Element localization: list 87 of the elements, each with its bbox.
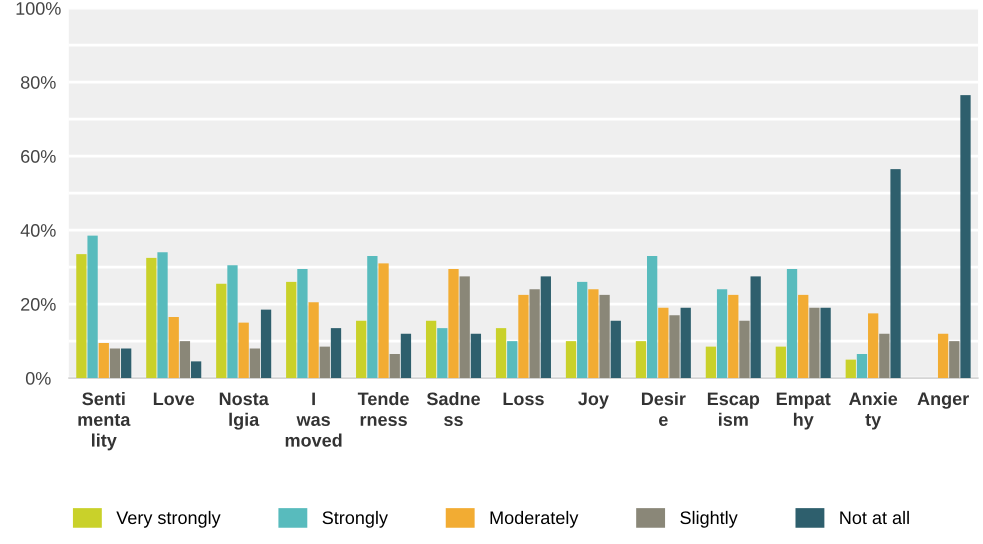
- bar: [320, 346, 330, 378]
- y-tick-label: 100%: [16, 2, 61, 15]
- legend-label: Slightly: [680, 510, 738, 528]
- bar: [706, 346, 716, 378]
- bar: [400, 334, 412, 378]
- x-tick-label: I was moved: [286, 392, 342, 447]
- bar: [378, 263, 389, 378]
- x-tick-label: Anger: [917, 392, 969, 409]
- y-tick-label: 0%: [26, 372, 51, 385]
- bar: [238, 322, 249, 378]
- bar: [367, 256, 378, 378]
- bar: [308, 302, 319, 378]
- x-tick-label: Joy: [578, 392, 609, 409]
- bar: [286, 282, 296, 378]
- y-tick-label: 80%: [20, 76, 56, 89]
- x-tick-label: Escap ism: [708, 392, 760, 426]
- bar: [680, 308, 691, 378]
- bar: [669, 315, 680, 378]
- bar: [879, 334, 890, 378]
- bar: [356, 320, 366, 378]
- bar: [470, 334, 482, 378]
- bar: [960, 95, 971, 378]
- bar: [776, 346, 786, 378]
- bar: [890, 169, 901, 378]
- y-tick-label: 40%: [20, 224, 56, 237]
- bar: [658, 308, 668, 378]
- bar: [98, 342, 109, 378]
- bar: [868, 313, 878, 378]
- bar: [798, 294, 808, 378]
- legend-label: Strongly: [322, 510, 388, 528]
- bar: [610, 320, 621, 378]
- bar: [87, 236, 98, 378]
- x-tick-label: Nosta lgia: [220, 392, 269, 430]
- bar: [739, 320, 750, 378]
- bar: [426, 320, 436, 378]
- bar: [297, 268, 308, 378]
- x-tick-label: Anxie ty: [849, 392, 898, 430]
- legend-label: Very strongly: [116, 510, 221, 528]
- x-tick-label: Senti menta lity: [78, 392, 130, 450]
- bar: [728, 294, 738, 378]
- x-tick-label: Empat hy: [776, 392, 831, 430]
- bar: [529, 289, 540, 378]
- bar: [588, 289, 599, 378]
- bar: [507, 341, 518, 378]
- bar: [577, 282, 588, 378]
- bar: [76, 254, 87, 378]
- bar: [518, 294, 529, 378]
- y-tick-label: 20%: [21, 298, 56, 311]
- bar: [856, 354, 868, 378]
- bar: [646, 256, 658, 378]
- bar: [820, 308, 831, 378]
- legend-label: Moderately: [490, 510, 578, 528]
- legend-label: Not at all: [840, 510, 909, 524]
- bar: [390, 354, 400, 378]
- bar: [786, 268, 798, 378]
- x-tick-label: Tende rness: [358, 392, 409, 426]
- x-tick-label: Sadne ss: [426, 392, 480, 426]
- bar: [846, 360, 856, 378]
- bar: [716, 289, 728, 378]
- bar: [216, 284, 226, 378]
- bar: [180, 341, 190, 378]
- bar: [227, 265, 238, 378]
- bar: [809, 308, 820, 378]
- bar: [750, 276, 761, 378]
- x-tick-label: Loss: [504, 392, 544, 406]
- x-tick-label: Love: [154, 392, 194, 406]
- bar: [157, 252, 168, 378]
- bar: [938, 334, 948, 378]
- bar: [146, 258, 156, 378]
- bar: [636, 341, 646, 378]
- bar: [168, 317, 179, 378]
- bar: [448, 268, 459, 378]
- bar: [496, 328, 506, 378]
- bar: [949, 341, 960, 378]
- bar: [110, 348, 120, 378]
- bar: [540, 276, 551, 378]
- bar: [460, 276, 470, 378]
- bar: [437, 328, 448, 378]
- bar: [566, 341, 576, 378]
- bar: [190, 361, 202, 378]
- bar: [250, 348, 260, 378]
- x-tick-label: Desir e: [642, 392, 686, 426]
- bar: [599, 294, 610, 378]
- y-tick-label: 60%: [21, 150, 56, 163]
- bar: [330, 328, 342, 378]
- bar: [260, 310, 272, 378]
- bar: [121, 348, 132, 378]
